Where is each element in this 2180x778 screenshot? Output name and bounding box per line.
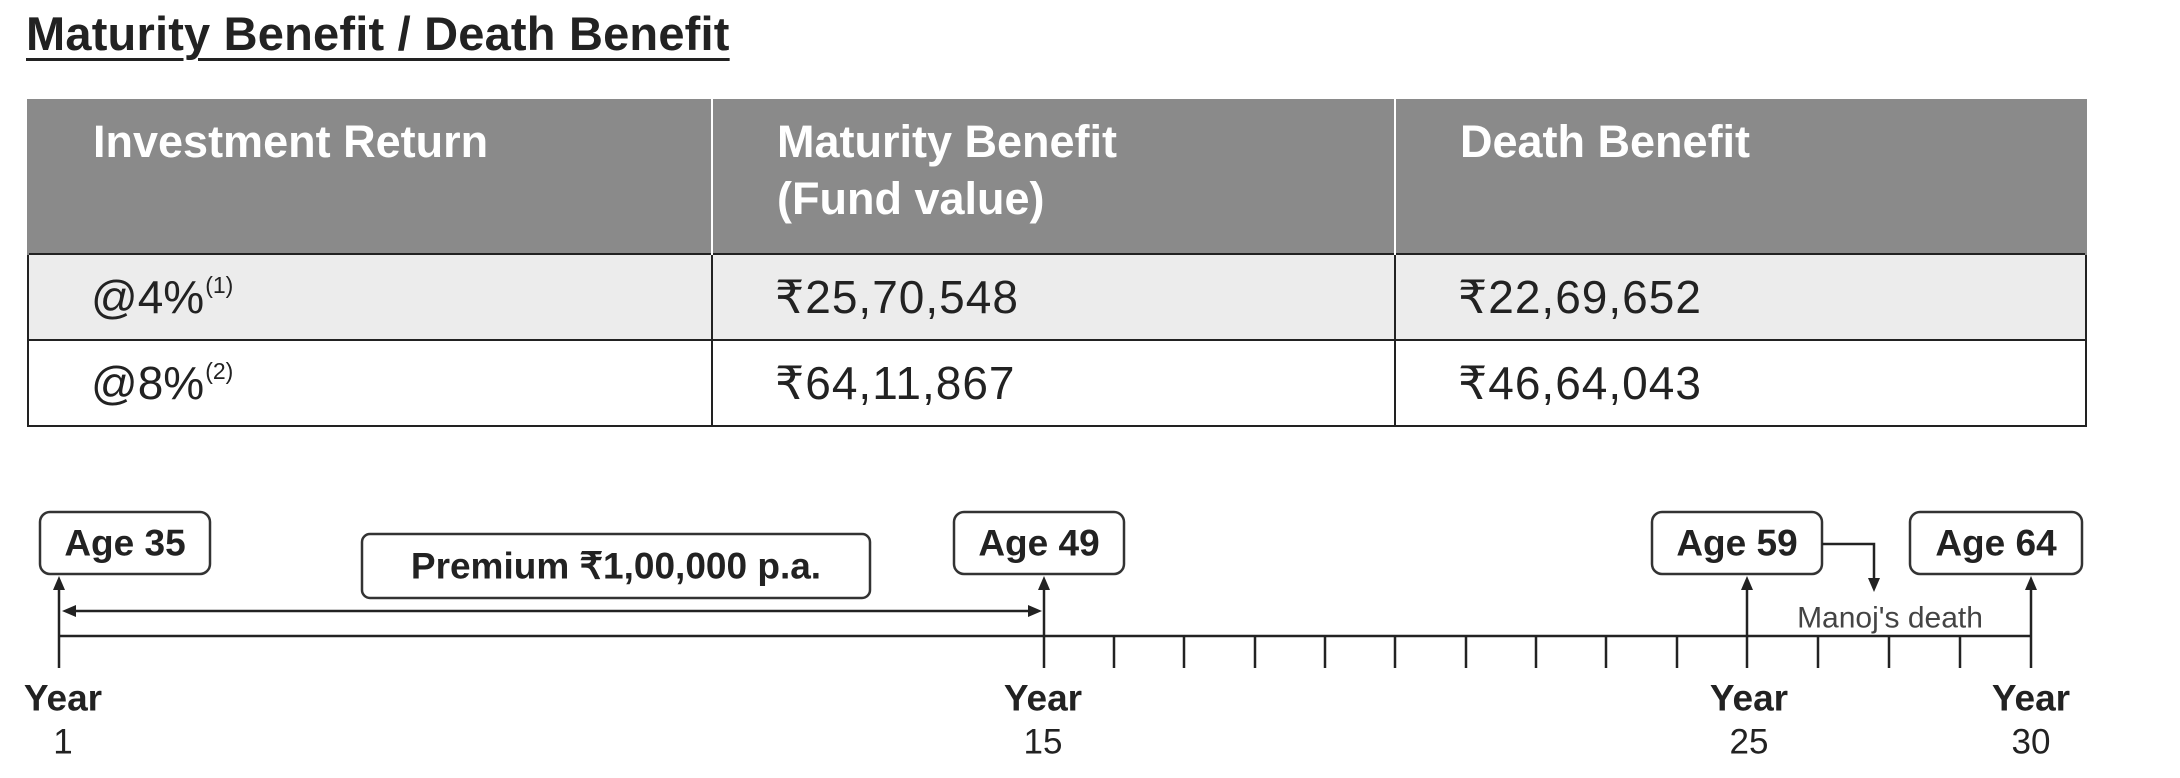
header-maturity-line2: (Fund value) <box>777 173 1045 224</box>
svg-text:Year: Year <box>24 678 102 719</box>
header-maturity-benefit: Maturity Benefit (Fund value) <box>711 99 1396 254</box>
svg-text:15: 15 <box>1024 723 1063 762</box>
header-maturity-line1: Maturity Benefit <box>777 116 1118 167</box>
svg-text:Year: Year <box>1004 678 1082 719</box>
age-label-death: Age 59 <box>1676 523 1797 564</box>
header-investment-return: Investment Return <box>27 99 713 254</box>
age-box-start: Age 35 <box>38 510 212 576</box>
table-row: @8%(2) ₹64,11,867 ₹46,64,043 <box>27 339 2087 427</box>
rate-cell: @8%(2) <box>27 339 713 427</box>
age-label-start: Age 35 <box>64 523 185 564</box>
rate-value: @8% <box>91 357 205 409</box>
rate-value: @4% <box>91 271 205 323</box>
footnote-marker: (2) <box>205 358 234 385</box>
maturity-benefit-cell: ₹25,70,548 <box>711 253 1396 341</box>
rate-cell: @4%(1) <box>27 253 713 341</box>
age-box-death: Age 59 <box>1650 510 1824 576</box>
page-title: Maturity Benefit / Death Benefit <box>26 7 730 60</box>
policy-timeline: Age 35 Premium ₹1,00,000 p.a. Age 49 Age… <box>24 510 2084 762</box>
death-benefit-cell: ₹46,64,043 <box>1394 339 2087 427</box>
year-label-25: Year 25 <box>1710 678 1788 762</box>
year-label-30: Year 30 <box>1992 678 2070 762</box>
age-box-mid: Age 49 <box>952 510 1126 576</box>
death-connector <box>1822 542 1880 592</box>
benefits-table: Investment Return Maturity Benefit (Fund… <box>27 99 2087 427</box>
svg-text:1: 1 <box>53 723 72 762</box>
premium-box: Premium ₹1,00,000 p.a. <box>360 532 872 600</box>
age-box-end: Age 64 <box>1908 510 2084 576</box>
age-label-mid: Age 49 <box>978 523 1099 564</box>
header-death-benefit: Death Benefit <box>1394 99 2087 254</box>
svg-text:Year: Year <box>1992 678 2070 719</box>
svg-text:30: 30 <box>2012 723 2051 762</box>
death-event-label: Manoj's death <box>1797 602 1983 635</box>
year-label-15: Year 15 <box>1004 678 1082 762</box>
maturity-benefit-cell: ₹64,11,867 <box>711 339 1396 427</box>
footnote-marker: (1) <box>205 272 234 299</box>
up-arrows <box>53 576 2037 636</box>
svg-text:25: 25 <box>1730 723 1769 762</box>
age-label-end: Age 64 <box>1935 523 2057 564</box>
year-ticks <box>1112 636 1962 668</box>
table-row: @4%(1) ₹25,70,548 ₹22,69,652 <box>27 253 2087 341</box>
premium-span-arrow <box>62 605 1042 617</box>
death-benefit-cell: ₹22,69,652 <box>1394 253 2087 341</box>
svg-text:Year: Year <box>1710 678 1788 719</box>
table-header-row: Investment Return Maturity Benefit (Fund… <box>27 99 2087 254</box>
premium-label: Premium ₹1,00,000 p.a. <box>411 546 821 587</box>
year-label-1: Year 1 <box>24 678 102 762</box>
